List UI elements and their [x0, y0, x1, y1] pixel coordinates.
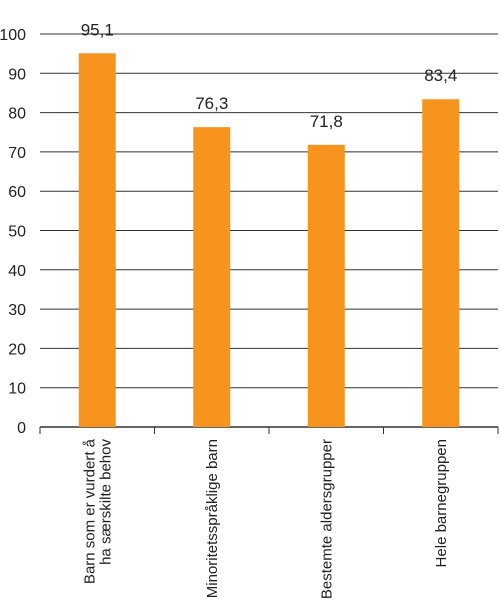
- y-tick-label-20: 20: [8, 341, 26, 358]
- bar-1: [78, 53, 116, 428]
- y-tick-label-60: 60: [8, 184, 26, 201]
- data-label-3: 71,8: [310, 112, 343, 131]
- y-tick-label-90: 90: [8, 66, 26, 83]
- y-tick-label-50: 50: [8, 224, 26, 241]
- y-tick-label-40: 40: [8, 263, 26, 280]
- y-tick-label-0: 0: [17, 420, 26, 437]
- category-label-4: Hele barnegruppen: [433, 439, 450, 567]
- bar-2: [193, 127, 231, 428]
- y-tick-label-100: 100: [0, 27, 26, 44]
- y-tick-label-80: 80: [8, 106, 26, 123]
- y-axis-tick-labels: 0 10 20 30 40 50 60 70 80 90 100: [0, 27, 26, 437]
- category-labels: Barn som er vurdert åha særskilte behov M…: [81, 438, 450, 599]
- category-label-1: Barn som er vurdert åha særskilte behov: [81, 438, 114, 584]
- y-tick-label-10: 10: [8, 381, 26, 398]
- bar-4: [422, 99, 460, 427]
- data-labels: 95,1 76,3 71,8 83,4: [81, 20, 458, 131]
- category-label-2: Minoritetsspråklige barn: [204, 439, 221, 598]
- y-tick-label-70: 70: [8, 145, 26, 162]
- data-label-4: 83,4: [424, 66, 457, 85]
- y-tick-label-30: 30: [8, 302, 26, 319]
- bar-3: [307, 144, 345, 428]
- bars: [78, 53, 460, 428]
- gridlines: [40, 33, 498, 428]
- x-axis-tick-marks: [39, 427, 499, 434]
- data-label-2: 76,3: [195, 94, 228, 113]
- data-label-1: 95,1: [81, 20, 114, 39]
- category-label-3: Bestemte aldersgrupper: [318, 439, 335, 599]
